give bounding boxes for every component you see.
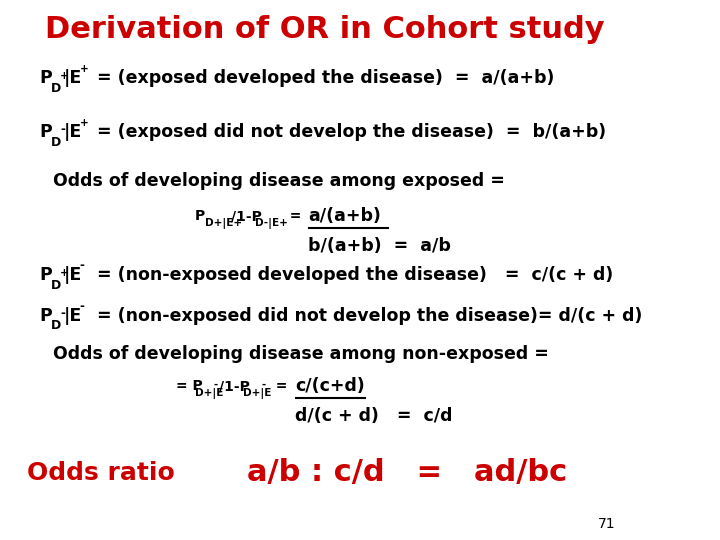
Text: |E: |E xyxy=(64,123,83,141)
Text: 71: 71 xyxy=(598,517,616,531)
Text: D: D xyxy=(51,82,61,94)
Text: |E: |E xyxy=(64,266,83,285)
Text: -: - xyxy=(214,380,218,389)
Text: -: - xyxy=(261,380,266,389)
Text: -: - xyxy=(80,300,85,313)
Text: +: + xyxy=(80,64,89,73)
Text: +: + xyxy=(60,268,69,278)
Text: D: D xyxy=(51,279,61,292)
Text: =: = xyxy=(280,209,312,223)
Text: = (exposed did not develop the disease)  =  b/(a+b): = (exposed did not develop the disease) … xyxy=(85,123,606,141)
Text: P: P xyxy=(40,123,53,141)
Text: -: - xyxy=(60,307,66,320)
Text: c/(c+d): c/(c+d) xyxy=(295,377,365,395)
Text: = (non-exposed developed the disease)   =  c/(c + d): = (non-exposed developed the disease) = … xyxy=(85,266,613,285)
Text: D-|E+: D-|E+ xyxy=(255,218,287,229)
Text: |E: |E xyxy=(64,69,83,87)
Text: = (exposed developed the disease)  =  a/(a+b): = (exposed developed the disease) = a/(a… xyxy=(85,69,554,87)
Text: Odds of developing disease among exposed =: Odds of developing disease among exposed… xyxy=(53,172,505,190)
Text: D+|E+: D+|E+ xyxy=(204,218,242,229)
Text: = (non-exposed did not develop the disease)= d/(c + d): = (non-exposed did not develop the disea… xyxy=(85,307,642,325)
Text: Odds of developing disease among non-exposed =: Odds of developing disease among non-exp… xyxy=(53,345,549,363)
Text: /1-P: /1-P xyxy=(230,209,261,223)
Text: +: + xyxy=(60,71,69,80)
Text: Derivation of OR in Cohort study: Derivation of OR in Cohort study xyxy=(45,15,604,44)
Text: a/b : c/d   =   ad/bc: a/b : c/d = ad/bc xyxy=(247,458,567,487)
Text: D+|E: D+|E xyxy=(195,388,223,399)
Text: P: P xyxy=(40,266,53,285)
Text: Odds ratio: Odds ratio xyxy=(27,461,174,484)
Text: b/(a+b)  =  a/b: b/(a+b) = a/b xyxy=(308,237,451,255)
Text: +: + xyxy=(80,118,89,127)
Text: D+|E: D+|E xyxy=(243,388,271,399)
Text: -: - xyxy=(60,123,66,136)
Text: P: P xyxy=(195,209,205,223)
Text: -: - xyxy=(80,259,85,272)
Text: d/(c + d)   =  c/d: d/(c + d) = c/d xyxy=(295,407,453,425)
Text: =: = xyxy=(266,379,297,393)
Text: P: P xyxy=(40,307,53,325)
Text: |E: |E xyxy=(64,307,83,325)
Text: = P: = P xyxy=(176,379,202,393)
Text: /1-P: /1-P xyxy=(219,379,250,393)
Text: D: D xyxy=(51,319,61,332)
Text: a/(a+b): a/(a+b) xyxy=(308,207,381,225)
Text: D: D xyxy=(51,136,61,148)
Text: P: P xyxy=(40,69,53,87)
